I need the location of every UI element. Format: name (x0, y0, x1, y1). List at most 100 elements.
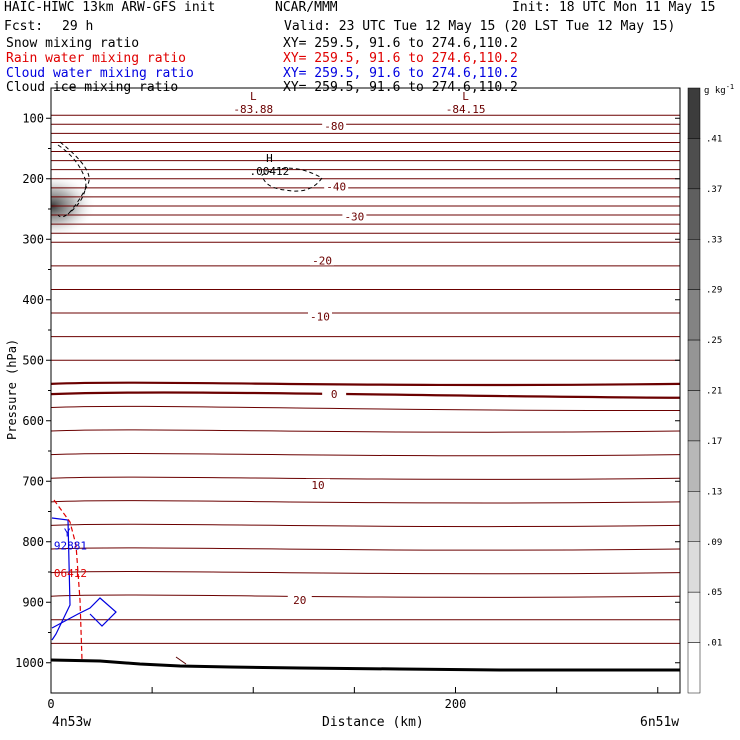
colorbar-swatch (687, 491, 701, 543)
colorbar-label: .13 (706, 487, 722, 497)
isotherm-line (51, 186, 680, 189)
colorbar-label: .05 (706, 588, 722, 598)
isotherm-label-bg (342, 210, 367, 222)
colorbar-unit-text: g kg (704, 86, 726, 96)
isotherm-line (51, 429, 680, 433)
field-snow-xy: XY= 259.5, 91.6 to 274.6,110.2 (283, 36, 518, 51)
x-start-label: 4n53w (52, 715, 91, 730)
cloud-ice-contour (57, 141, 90, 218)
isotherm-label: 0 (331, 388, 338, 401)
isotherm-line (51, 205, 680, 207)
y-tick-label: 200 (22, 172, 44, 186)
isotherm-line (51, 114, 680, 117)
isotherm-label-bg (324, 180, 349, 192)
forecast-hours: 29 h (62, 19, 94, 34)
isotherm-label: -20 (312, 254, 332, 267)
colorbar-label: .17 (706, 437, 722, 447)
isotherm-label: 20 (293, 594, 306, 607)
colorbar-unit-superscript: -1 (726, 83, 734, 91)
isotherm-line (51, 288, 680, 291)
isotherm-line (51, 195, 680, 198)
isotherm-label-bg (307, 310, 332, 322)
marker-value: .92881 (47, 539, 87, 552)
colorbar-label: .25 (706, 336, 722, 346)
y-tick-label: 600 (22, 414, 44, 428)
colorbar-unit: g kg-1 (704, 83, 734, 96)
isotherm-label-bg (310, 254, 335, 266)
cloud-ice-contour-h (261, 167, 323, 192)
colorbar-swatch (687, 642, 701, 694)
isotherm-line (51, 405, 680, 412)
isotherm-line (51, 570, 680, 575)
colorbar-swatch (687, 87, 701, 139)
isotherm-line (51, 452, 680, 457)
y-tick-label: 500 (22, 353, 44, 367)
y-tick-label: 400 (22, 293, 44, 307)
colorbar-swatch (687, 289, 701, 341)
isotherm-line (51, 594, 680, 598)
colorbar-label: .41 (706, 134, 722, 144)
marker-symbol: Y (64, 526, 71, 539)
isotherm-line (51, 312, 680, 314)
colorbar-label: .01 (706, 639, 722, 649)
isotherm-line (51, 500, 680, 504)
isotherm-line (51, 177, 680, 180)
x-end-label: 6n51w (640, 715, 679, 730)
isotherm-line (51, 547, 680, 551)
isotherm-line (51, 141, 680, 144)
y-tick-label: 700 (22, 474, 44, 488)
isotherm-label: -40 (326, 181, 346, 194)
colorbar-swatch (687, 390, 701, 442)
freezing-level-line (51, 391, 680, 399)
isotherm-line (51, 335, 680, 338)
terrain-line (51, 658, 680, 672)
colorbar-swatch (687, 591, 701, 643)
isotherm-line (51, 150, 680, 153)
y-tick-label: 800 (22, 535, 44, 549)
marker-value: -84.15 (446, 103, 486, 116)
isotherm-line (51, 359, 680, 362)
x-tick-label: 200 (445, 697, 467, 711)
y-tick-label: 300 (22, 232, 44, 246)
isotherm-line (51, 132, 680, 135)
colorbar-label: .21 (706, 387, 722, 397)
colorbar-swatch (687, 239, 701, 290)
forecast-label: Fcst: (4, 19, 44, 34)
x-tick-label: 0 (47, 697, 54, 711)
x-axis-label: Distance (km) (322, 715, 424, 730)
colorbar-swatch (687, 440, 701, 492)
colorbar-label: .33 (706, 235, 722, 245)
marker-symbol: H (266, 152, 273, 165)
isotherm-line (51, 232, 680, 235)
y-tick-label: 100 (22, 111, 44, 125)
isotherm-label: -10 (310, 311, 330, 324)
isotherm-label-bg (287, 593, 312, 605)
marker-symbol: L (462, 90, 469, 103)
isotherm-line (51, 523, 680, 528)
colorbar-swatch (687, 138, 701, 190)
isotherm-label: -80 (324, 120, 344, 133)
isotherm-label-bg (305, 478, 330, 490)
isotherm-label: 10 (311, 479, 324, 492)
isotherm-line (51, 264, 680, 267)
rain-water-contour (53, 499, 83, 661)
colorbar-swatch (687, 188, 701, 240)
isotherm-line (51, 381, 680, 387)
field-cloudwater-name: Cloud water mixing ratio (6, 66, 194, 81)
field-rain-xy: XY= 259.5, 91.6 to 274.6,110.2 (283, 51, 518, 66)
cloud-water-contour-2 (51, 597, 117, 629)
isotherm-line (51, 476, 680, 480)
isotherm-line (51, 168, 680, 171)
marker-value: .00412 (250, 165, 290, 178)
org-label: NCAR/MMM (275, 0, 338, 15)
isotherm-label: -30 (344, 210, 364, 223)
terrain-feature (175, 656, 187, 665)
isotherm-line (51, 223, 680, 226)
isotherm-line (51, 123, 680, 126)
y-tick-label: 900 (22, 595, 44, 609)
valid-time: Valid: 23 UTC Tue 12 May 15 (20 LST Tue … (284, 19, 676, 34)
y-tick-label: 1000 (15, 656, 44, 670)
model-title: HAIC-HIWC 13km ARW-GFS init (4, 0, 216, 15)
isotherm-line (51, 159, 680, 162)
